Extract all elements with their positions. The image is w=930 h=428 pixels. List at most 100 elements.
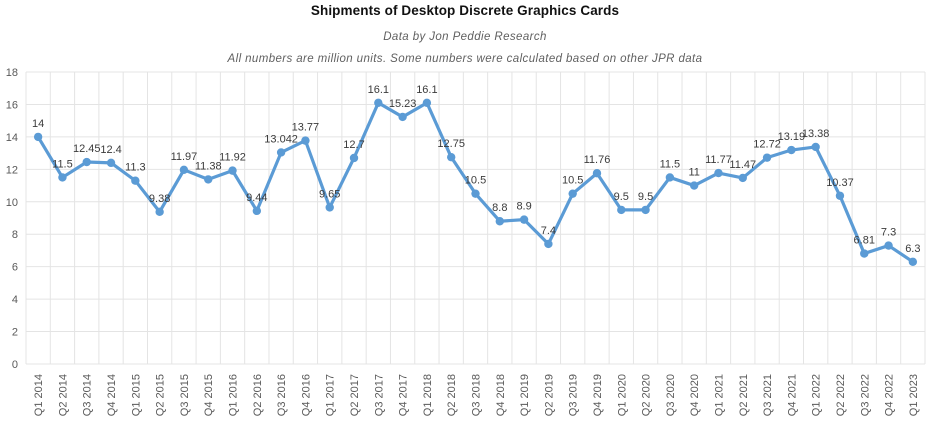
data-point-label: 13.19 (778, 131, 806, 143)
data-point (592, 169, 602, 178)
x-axis-label: Q1 2016 (228, 374, 240, 416)
data-point-label: 9.5 (614, 191, 629, 203)
data-point-label: 11.92 (219, 152, 246, 164)
x-axis-label: Q2 2018 (446, 374, 458, 416)
data-point-label: 9.65 (319, 188, 340, 200)
chart-note: All numbers are million units. Some numb… (227, 53, 703, 65)
data-point (665, 173, 675, 182)
data-point-label: 7.3 (881, 227, 896, 239)
x-axis-label: Q2 2014 (57, 374, 69, 416)
data-point-label: 11.77 (705, 154, 732, 166)
x-axis-label: Q3 2015 (179, 374, 191, 416)
data-point (349, 153, 359, 163)
x-axis-label: Q3 2017 (373, 374, 385, 416)
data-point (301, 136, 310, 145)
x-axis-label: Q2 2016 (252, 374, 264, 416)
x-axis-label: Q2 2017 (349, 374, 361, 416)
y-tick-label: 4 (12, 294, 18, 306)
data-point-label: 12.45 (73, 143, 101, 155)
data-point (447, 152, 456, 162)
y-tick-label: 0 (12, 359, 18, 371)
data-point-label: 9.44 (246, 192, 267, 204)
x-axis-label: Q2 2021 (738, 374, 750, 416)
data-point (58, 173, 67, 182)
data-point (374, 98, 383, 108)
data-point (908, 257, 918, 266)
x-axis-label: Q4 2022 (884, 374, 896, 416)
x-axis-label: Q1 2020 (616, 374, 628, 416)
data-point-label: 11.3 (125, 162, 146, 174)
data-point (495, 217, 504, 226)
data-point (835, 191, 845, 200)
x-axis-label: Q4 2021 (786, 374, 798, 416)
data-point-label: 13.38 (802, 128, 830, 140)
x-axis-label: Q2 2022 (835, 374, 847, 416)
data-point-label: 8.8 (492, 202, 507, 214)
data-point (738, 173, 747, 183)
data-point (617, 205, 626, 215)
data-point-label: 10.37 (826, 177, 854, 189)
y-tick-label: 14 (6, 132, 18, 144)
data-point-label: 16.1 (368, 84, 389, 96)
x-axis-label: Q4 2014 (106, 374, 118, 416)
x-axis-label: Q1 2019 (519, 374, 531, 416)
y-tick-label: 18 (6, 67, 18, 79)
data-point (252, 206, 262, 216)
data-point (811, 142, 820, 152)
data-point-label: 13.77 (292, 122, 320, 134)
y-tick-label: 6 (12, 262, 18, 274)
data-point-label: 12.7 (343, 139, 364, 151)
data-point-label: 11.5 (660, 158, 681, 170)
data-point-label: 9.5 (638, 191, 653, 203)
x-axis-label: Q1 2015 (130, 374, 142, 416)
data-point (179, 165, 189, 175)
y-tick-label: 8 (12, 229, 18, 241)
data-point (884, 241, 893, 250)
data-point (204, 175, 213, 184)
y-tick-label: 16 (6, 99, 18, 111)
x-axis-label: Q3 2021 (762, 374, 774, 416)
x-axis-label: Q2 2019 (543, 374, 555, 416)
x-axis-label: Q1 2014 (33, 374, 45, 416)
data-point (131, 176, 140, 185)
data-point (228, 166, 237, 175)
data-point-label: 10.5 (562, 175, 583, 187)
chart-subtitle: Data by Jon Peddie Research (383, 31, 547, 43)
data-point (155, 207, 164, 217)
data-point-label: 14 (32, 118, 44, 130)
x-axis-label: Q4 2016 (300, 374, 312, 416)
data-point-label: 6.81 (854, 235, 875, 247)
data-point-label: 9.38 (149, 193, 170, 205)
data-point (568, 189, 577, 198)
data-point (422, 98, 432, 108)
data-point-label: 12.4 (100, 144, 121, 156)
data-point-label: 10.5 (465, 175, 486, 187)
x-axis-label: Q3 2016 (276, 374, 288, 416)
x-axis-label: Q4 2017 (398, 374, 410, 416)
y-tick-label: 12 (6, 164, 18, 176)
data-point-label: 15.23 (389, 98, 417, 110)
x-axis-label: Q1 2022 (811, 374, 823, 416)
data-point (860, 249, 869, 258)
data-point (762, 153, 772, 162)
x-axis-label: Q4 2015 (203, 374, 215, 416)
chart-title: Shipments of Desktop Discrete Graphics C… (310, 3, 620, 18)
data-point (471, 189, 480, 198)
y-tick-label: 10 (6, 197, 18, 209)
data-point (641, 205, 650, 215)
x-axis-label: Q1 2023 (908, 374, 920, 416)
data-point-label: 11.5 (52, 158, 73, 170)
x-axis-label: Q1 2018 (422, 374, 434, 416)
data-point-label: 7.4 (541, 225, 556, 237)
x-axis-label: Q3 2020 (665, 374, 677, 416)
data-point (519, 215, 529, 224)
x-axis-label: Q3 2022 (859, 374, 871, 416)
data-point (276, 148, 286, 157)
data-point-label: 8.9 (516, 201, 531, 213)
data-point-label: 11 (688, 167, 699, 179)
data-point (106, 158, 116, 168)
data-point (714, 168, 723, 178)
x-axis-label: Q1 2017 (325, 374, 337, 416)
